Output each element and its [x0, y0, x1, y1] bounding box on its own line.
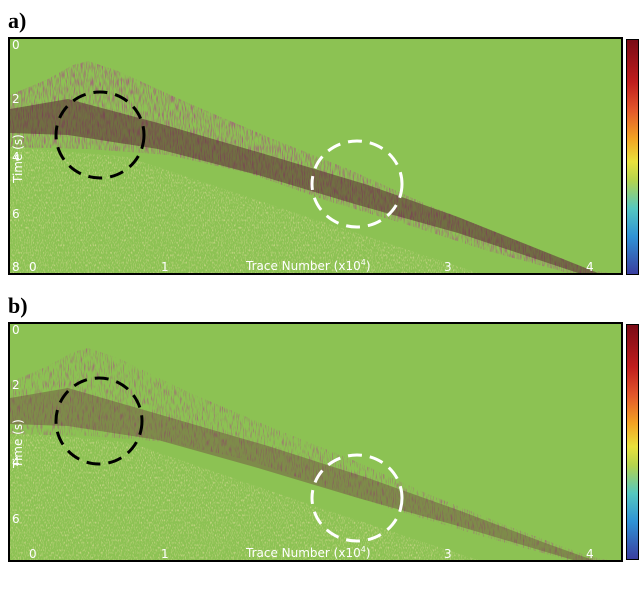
panel-a-label: a): [8, 8, 27, 33]
x-tick: 4: [586, 260, 594, 274]
highlight-circle-black-b: [54, 376, 144, 466]
y-tick: 6: [12, 207, 20, 221]
y-tick-8-b: 8: [12, 575, 20, 589]
highlight-circle-white-b: [310, 453, 404, 543]
y-tick: 0: [12, 38, 20, 52]
highlight-circle-black-a: [54, 90, 146, 180]
x-tick: 0: [29, 547, 37, 561]
x-axis-label: Trace Number (x104): [246, 545, 371, 561]
y-tick: 2: [12, 378, 20, 392]
x-axis-label: Trace Number (x104): [246, 258, 371, 274]
panel-b-label: b): [8, 293, 28, 318]
seismic-event-band-b: [10, 348, 608, 560]
highlight-circle-white-a: [310, 139, 404, 229]
seismic-section-image-a: [10, 39, 621, 273]
y-tick: 0: [12, 323, 20, 337]
y-tick: 4: [12, 455, 20, 469]
y-axis-label: Time (s): [11, 419, 25, 468]
x-tick: 4: [586, 547, 594, 561]
y-tick: 4: [12, 150, 20, 164]
x-tick: 0: [29, 260, 37, 274]
seismic-panel-b: 0 2 4 6 8 Time (s) 0 1 Trace Number (x10…: [8, 322, 623, 562]
x-tick: 1: [161, 260, 169, 274]
colorbar-a: [626, 39, 639, 275]
x-tick: 1: [161, 547, 169, 561]
seismic-panel-a: 0 2 4 6 8 Time (s) 0 1 Trace Number (x10…: [8, 37, 623, 275]
y-axis-label: Time (s): [11, 134, 25, 183]
y-tick: 2: [12, 92, 20, 106]
x-tick: 3: [444, 547, 452, 561]
y-tick: 8: [12, 260, 20, 274]
colorbar-b: [626, 324, 639, 560]
y-tick: 6: [12, 512, 20, 526]
seismic-section-image-b: [10, 324, 621, 560]
x-tick: 3: [444, 260, 452, 274]
